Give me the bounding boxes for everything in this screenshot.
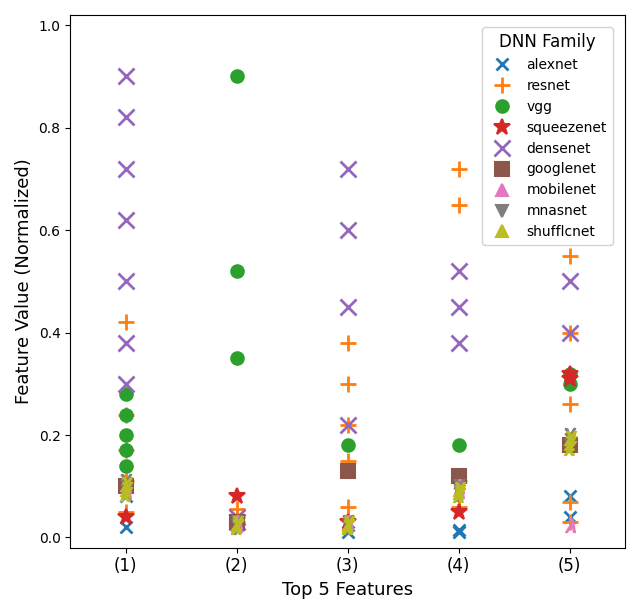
Y-axis label: Feature Value (Normalized): Feature Value (Normalized) (15, 158, 33, 404)
X-axis label: Top 5 Features: Top 5 Features (282, 581, 413, 599)
Legend: alexnet, resnet, vgg, squeezenet, densenet, googlenet, mobilenet, mnasnet, shuff: alexnet, resnet, vgg, squeezenet, densen… (482, 27, 612, 245)
